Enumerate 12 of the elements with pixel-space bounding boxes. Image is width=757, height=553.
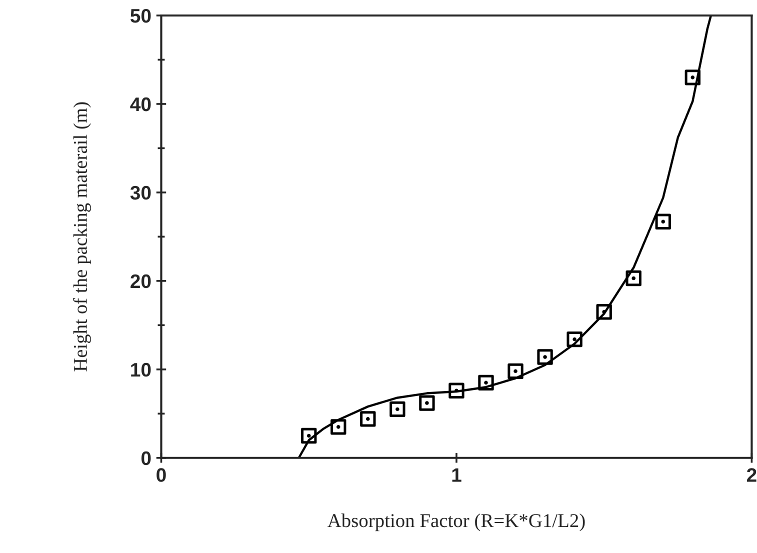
- x-axis-title: Absorption Factor (R=K*G1/L2): [328, 514, 585, 532]
- y-tick-label: 30: [130, 186, 151, 200]
- y-tick-label: 0: [141, 451, 151, 466]
- line-series: [298, 15, 712, 458]
- y-axis-title: Height of the packing materail (m): [73, 102, 92, 372]
- y-tick-label: 10: [131, 362, 151, 377]
- y-tick-label: 40: [130, 97, 151, 112]
- x-tick-label: 1: [452, 468, 462, 482]
- x-tick-label: 2: [746, 468, 756, 482]
- x-tick-label: 0: [156, 468, 166, 482]
- y-tick-label: 50: [130, 8, 151, 23]
- y-tick-label: 20: [130, 274, 151, 288]
